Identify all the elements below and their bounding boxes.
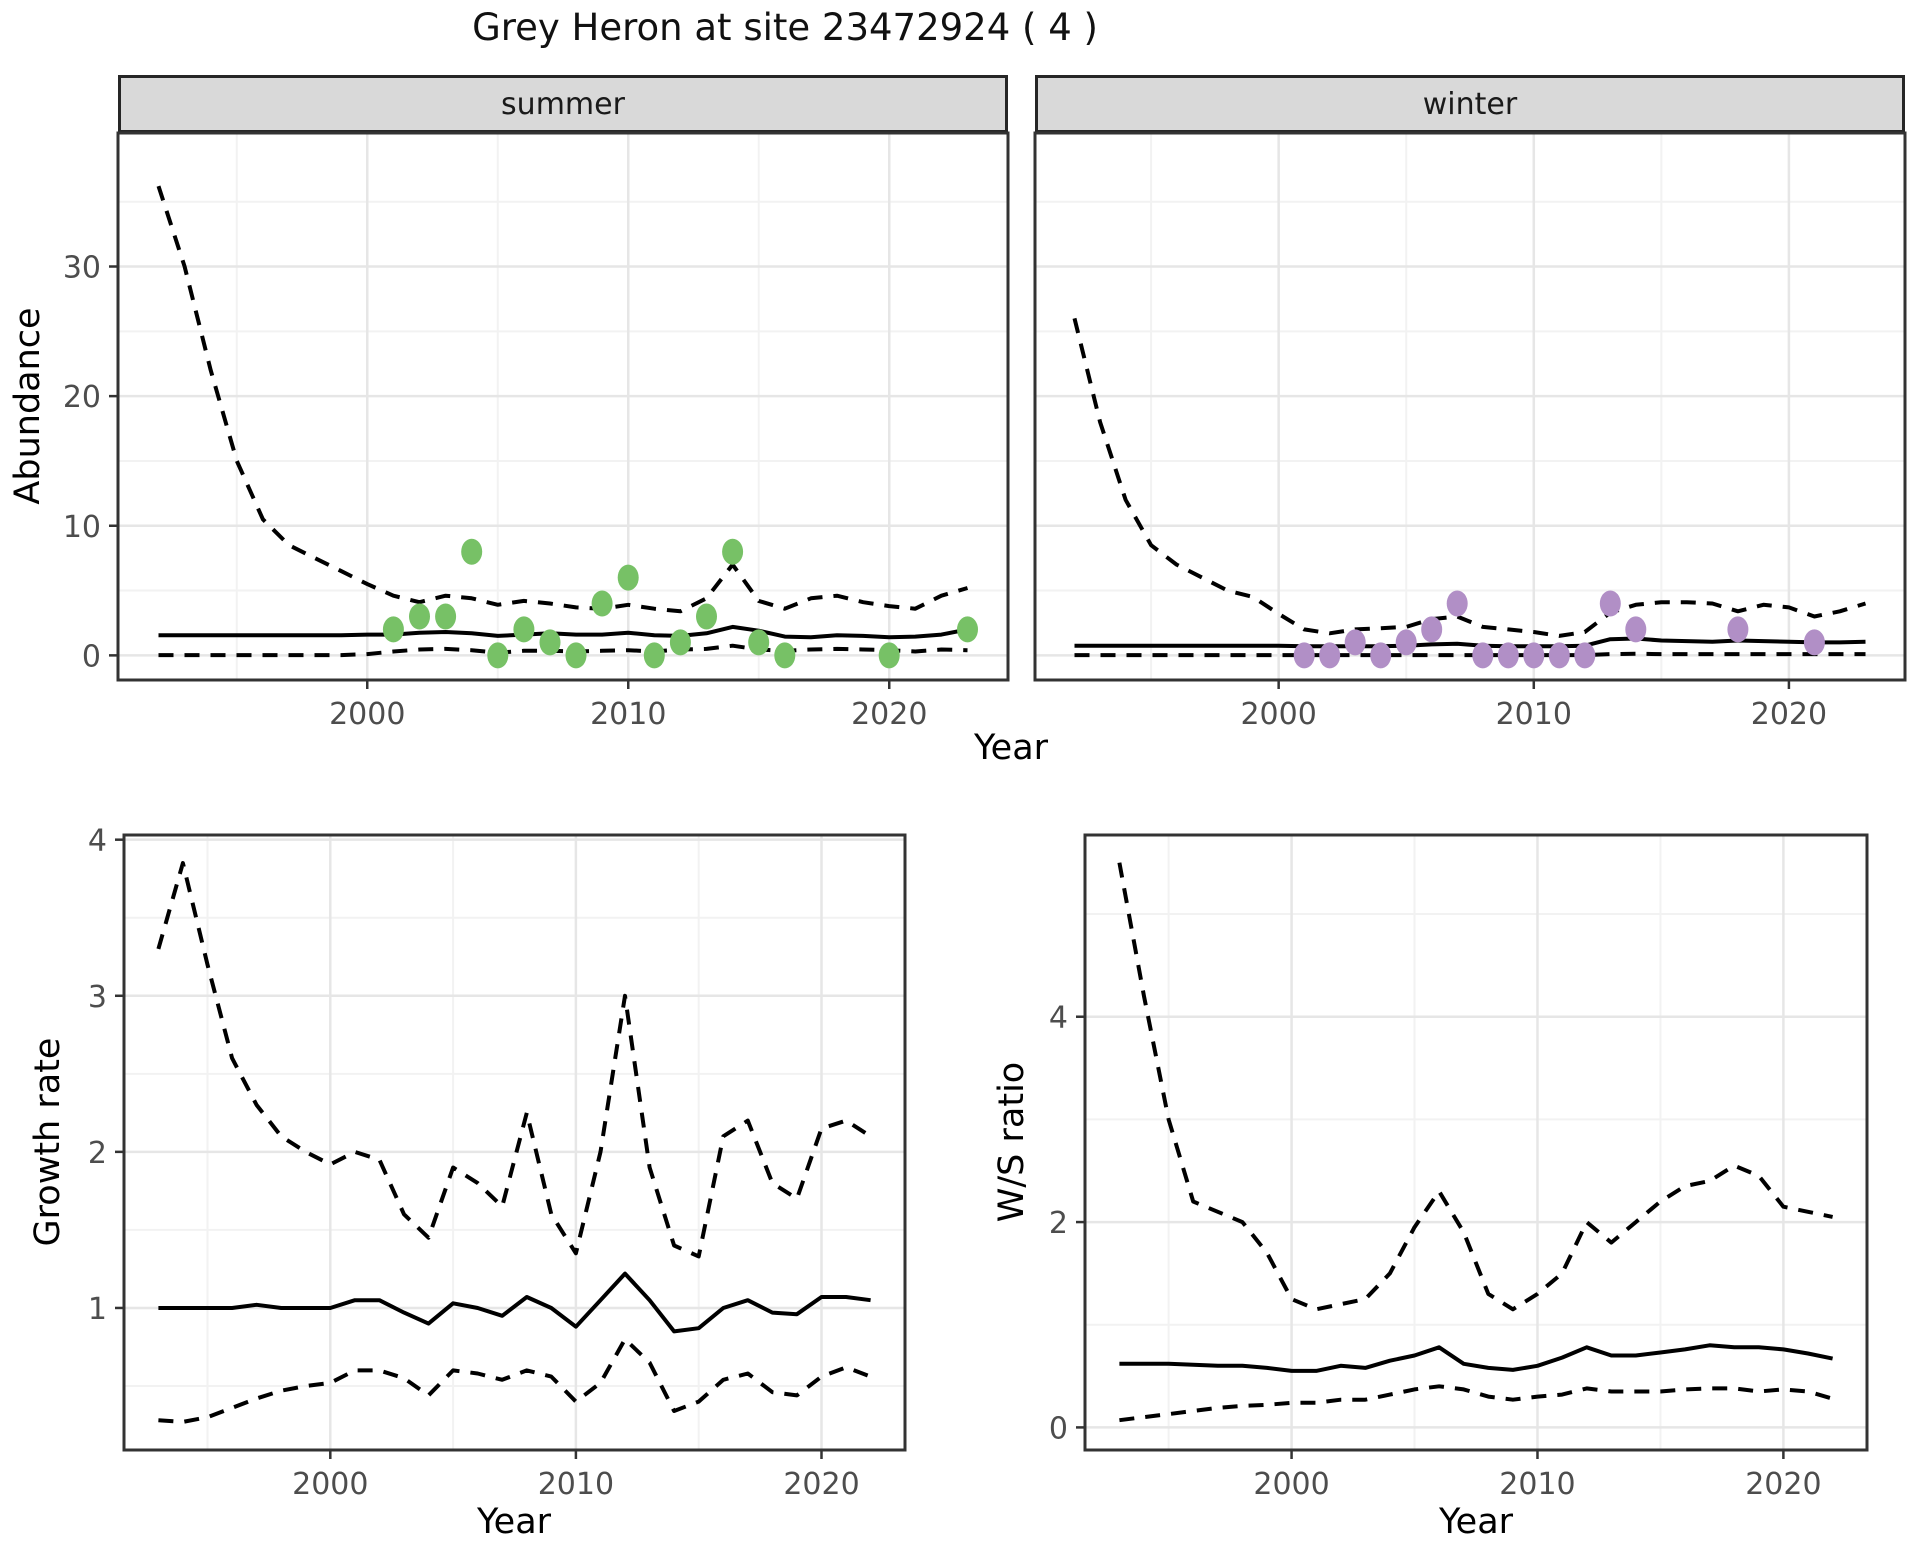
y-axis-tick-label: 0 [82, 639, 101, 674]
data-point [1395, 629, 1417, 656]
x-axis-tick-label: 2000 [292, 1467, 368, 1502]
data-point [1548, 642, 1570, 669]
series-line-lower_ci [158, 1337, 872, 1424]
data-point [435, 603, 457, 630]
data-point [591, 590, 613, 617]
data-point [1599, 590, 1621, 617]
series-line-fit [158, 1271, 871, 1334]
y-axis-tick-label: 4 [1049, 1001, 1068, 1036]
data-point [487, 642, 509, 669]
x-axis-tick-label: 2010 [1496, 697, 1572, 732]
y-axis-tick-label: 2 [88, 1136, 107, 1171]
facet-label-summer: summer [501, 86, 625, 122]
x-axis-tick-label: 2010 [590, 697, 666, 732]
data-point [513, 616, 535, 643]
y-axis-title-ws-ratio: W/S ratio [992, 1061, 1032, 1223]
x-axis-tick-label: 2020 [851, 697, 927, 732]
y-axis-tick-label: 1 [88, 1292, 107, 1327]
data-point [669, 629, 691, 656]
panel-border [116, 131, 1010, 682]
data-point [748, 629, 770, 656]
x-axis-tick-label: 2020 [1745, 1467, 1821, 1502]
data-point [1319, 642, 1341, 669]
data-point [409, 603, 430, 630]
data-point [1803, 629, 1825, 656]
data-point [1446, 590, 1468, 617]
data-point [1370, 642, 1392, 669]
y-axis-tick-label: 3 [88, 980, 107, 1015]
data-point [1523, 642, 1545, 669]
data-point [461, 538, 483, 565]
y-axis-tick-label: 0 [1049, 1411, 1068, 1446]
data-point [878, 642, 900, 669]
data-point [774, 642, 796, 669]
panel-border [1033, 131, 1907, 682]
series-line-lower_ci [158, 643, 968, 658]
x-axis-tick-label: 2020 [783, 1467, 859, 1502]
data-point [1727, 616, 1749, 643]
y-axis-tick-label: 4 [88, 824, 107, 859]
series-line-lower_ci [1119, 1384, 1834, 1423]
series-line-fit [1119, 1343, 1834, 1373]
series-line-fit [158, 624, 968, 640]
data-point [539, 629, 561, 656]
data-point [382, 616, 404, 643]
panel-abundance_summer: 2000 2010 2020 0 10 20 30 [63, 131, 1010, 732]
data-point [1344, 629, 1366, 656]
x-axis-title-year-growth: Year [476, 1502, 552, 1542]
data-point [1472, 642, 1494, 669]
x-axis-tick-label: 2010 [538, 1467, 614, 1502]
data-point [643, 642, 665, 669]
panel-abundance_winter: 2000 2010 2020 [1033, 131, 1907, 732]
data-point [696, 603, 717, 630]
series-line-fit [1074, 636, 1866, 649]
series-line-upper_ci [156, 185, 969, 614]
y-axis-tick-label: 30 [63, 251, 101, 286]
x-axis-tick-label: 2000 [329, 697, 405, 732]
data-point [1421, 616, 1443, 643]
series-line-upper_ci [1117, 862, 1834, 1312]
facet-label-winter: winter [1422, 86, 1518, 122]
x-axis-tick-label: 2000 [1240, 697, 1316, 732]
facet-strip-winter: winter [1035, 75, 1905, 133]
x-axis-tick-label: 2020 [1751, 697, 1827, 732]
x-axis-title-year-top: Year [973, 728, 1049, 768]
series-line-lower_ci [1074, 651, 1866, 658]
x-axis-title-year-ws: Year [1438, 1502, 1514, 1542]
series-line-upper_ci [156, 861, 872, 1259]
panel-ws: 2000 2010 2020 0 2 4 [1049, 833, 1869, 1502]
data-point [1293, 642, 1315, 669]
data-point [1497, 642, 1519, 669]
panel-border [122, 833, 907, 1452]
x-axis-tick-label: 2000 [1253, 1467, 1329, 1502]
y-axis-title-abundance: Abundance [8, 307, 48, 505]
x-axis-tick-label: 2010 [1499, 1467, 1575, 1502]
series-line-upper_ci [1072, 317, 1867, 638]
facet-strip-summer: summer [118, 75, 1008, 133]
chart-title: Grey Heron at site 23472924 ( 4 ) [472, 6, 1098, 49]
panel-growth: 2000 2010 2020 1 2 3 4 [88, 824, 907, 1502]
y-axis-tick-label: 10 [63, 510, 101, 545]
data-point [722, 538, 744, 565]
y-axis-title-growth-rate: Growth rate [28, 1037, 68, 1247]
panel-border [1083, 833, 1869, 1452]
y-axis-tick-label: 20 [63, 380, 101, 415]
data-point [957, 616, 978, 643]
y-axis-tick-label: 2 [1049, 1206, 1068, 1241]
data-point [1625, 616, 1647, 643]
data-point [617, 564, 639, 591]
data-point [1574, 642, 1596, 669]
data-point [565, 642, 587, 669]
